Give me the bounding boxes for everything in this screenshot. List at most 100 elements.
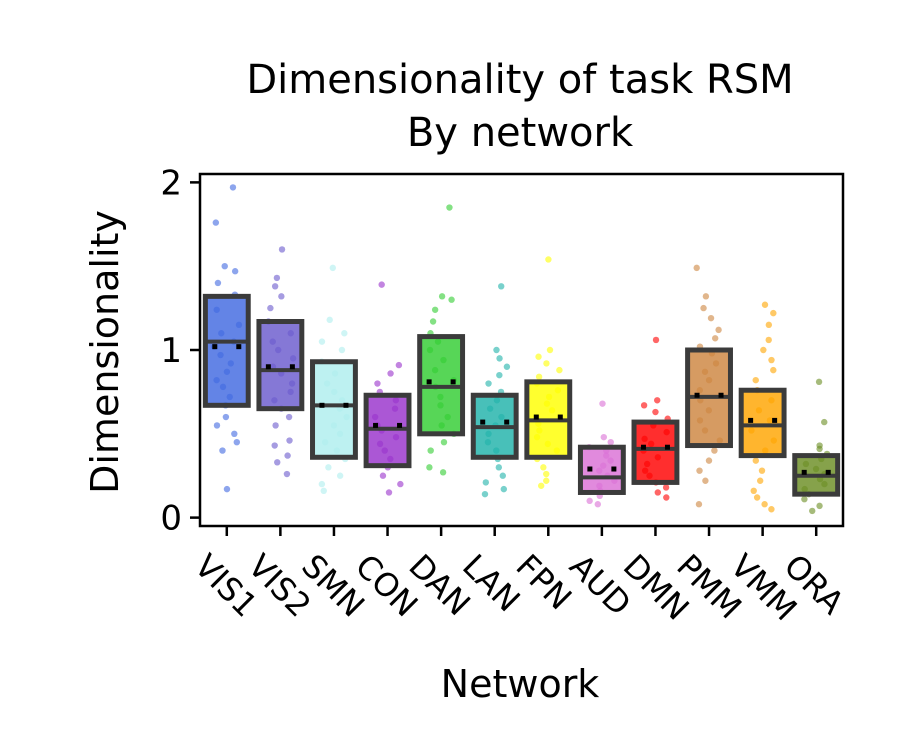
data-point bbox=[378, 281, 385, 288]
mean-marker bbox=[480, 419, 486, 425]
data-point bbox=[594, 501, 601, 508]
data-point bbox=[485, 380, 492, 387]
data-point bbox=[278, 293, 285, 300]
data-point bbox=[231, 430, 238, 438]
data-point bbox=[318, 338, 326, 345]
data-point bbox=[702, 477, 709, 484]
data-point bbox=[503, 363, 511, 370]
data-point bbox=[711, 447, 718, 454]
data-point bbox=[663, 494, 670, 501]
x-axis-label: Network bbox=[441, 662, 600, 706]
data-point bbox=[374, 380, 381, 387]
data-point bbox=[429, 318, 437, 325]
data-point bbox=[286, 437, 293, 444]
data-point bbox=[283, 470, 291, 478]
data-point bbox=[715, 326, 722, 334]
box bbox=[256, 319, 305, 412]
data-point bbox=[711, 335, 719, 342]
data-point bbox=[702, 293, 710, 300]
data-point bbox=[765, 336, 772, 344]
data-point bbox=[696, 467, 703, 474]
data-point bbox=[758, 467, 766, 474]
data-point bbox=[233, 438, 241, 446]
data-point bbox=[540, 464, 547, 471]
box bbox=[202, 293, 251, 408]
mean-marker bbox=[319, 402, 325, 408]
data-point bbox=[707, 314, 715, 322]
mean-marker bbox=[212, 344, 218, 350]
y-axis-ticks: 0 1 2 bbox=[160, 163, 200, 539]
data-point bbox=[543, 360, 550, 367]
data-point bbox=[499, 472, 507, 479]
data-point bbox=[397, 480, 404, 488]
mean-marker bbox=[504, 419, 510, 425]
data-point bbox=[440, 438, 448, 446]
data-point bbox=[753, 494, 761, 501]
means bbox=[212, 344, 831, 475]
data-point bbox=[385, 489, 393, 496]
data-point bbox=[214, 279, 222, 287]
mean-marker bbox=[694, 392, 700, 398]
data-point bbox=[770, 309, 777, 317]
data-point bbox=[493, 346, 500, 354]
data-point bbox=[285, 413, 293, 421]
data-point bbox=[760, 346, 767, 354]
data-point bbox=[815, 378, 823, 386]
data-point bbox=[271, 283, 279, 290]
mean-marker bbox=[718, 392, 724, 398]
mean-marker bbox=[426, 379, 432, 385]
data-point bbox=[556, 366, 563, 374]
data-point bbox=[336, 472, 344, 479]
data-point bbox=[770, 366, 777, 374]
data-point bbox=[496, 355, 503, 362]
box bbox=[631, 419, 680, 485]
data-point bbox=[816, 445, 823, 453]
box bbox=[738, 387, 787, 459]
mean-marker bbox=[236, 344, 242, 350]
y-tick-label: 2 bbox=[160, 163, 182, 203]
mean-marker bbox=[825, 469, 831, 475]
data-point bbox=[213, 422, 221, 429]
data-point bbox=[535, 353, 542, 360]
mean-marker bbox=[611, 466, 617, 472]
data-point bbox=[278, 246, 286, 253]
data-point bbox=[652, 336, 660, 344]
data-point bbox=[326, 316, 333, 324]
y-tick-label: 1 bbox=[160, 331, 182, 371]
data-point bbox=[652, 408, 659, 416]
chart-subtitle: By network bbox=[407, 110, 634, 156]
data-point bbox=[482, 479, 490, 486]
data-point bbox=[427, 447, 434, 454]
data-point bbox=[752, 376, 759, 384]
data-point bbox=[586, 497, 593, 505]
data-point bbox=[325, 464, 332, 471]
mean-marker bbox=[343, 402, 349, 408]
data-point bbox=[801, 495, 808, 503]
data-point bbox=[379, 472, 387, 479]
data-point bbox=[545, 256, 552, 263]
data-point bbox=[267, 304, 274, 312]
data-point bbox=[496, 371, 503, 379]
data-point bbox=[426, 464, 433, 471]
data-point bbox=[431, 306, 439, 313]
mean-marker bbox=[748, 417, 754, 423]
data-point bbox=[222, 413, 230, 421]
data-point bbox=[495, 464, 503, 471]
data-point bbox=[654, 489, 662, 496]
data-point bbox=[543, 477, 550, 484]
data-point bbox=[695, 501, 703, 508]
mean-marker bbox=[533, 414, 539, 420]
data-point bbox=[821, 418, 828, 426]
x-tick-label: FPN bbox=[509, 547, 579, 617]
data-point bbox=[481, 490, 489, 498]
mean-marker bbox=[664, 444, 670, 450]
mean-marker bbox=[801, 469, 807, 475]
data-point bbox=[498, 283, 505, 290]
data-point bbox=[231, 268, 239, 275]
mean-marker bbox=[289, 364, 295, 370]
data-point bbox=[273, 274, 281, 282]
data-point bbox=[537, 482, 545, 489]
box bbox=[310, 359, 358, 460]
data-point bbox=[700, 304, 707, 312]
